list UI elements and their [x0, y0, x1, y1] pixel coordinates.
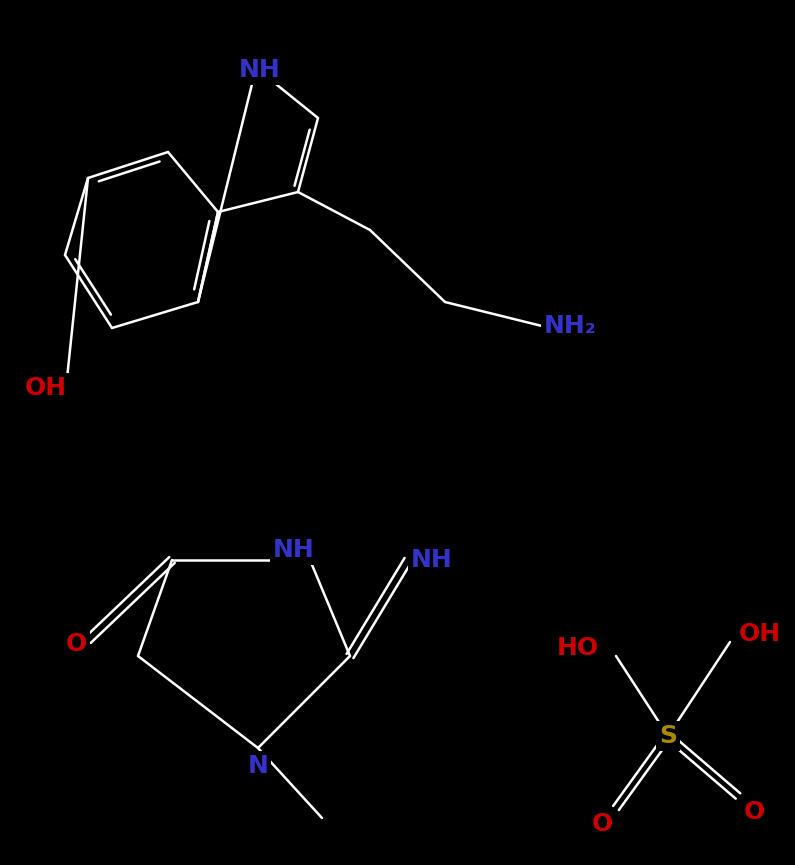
Text: NH: NH: [273, 538, 315, 562]
Text: HO: HO: [557, 636, 599, 660]
Text: S: S: [659, 724, 677, 748]
Text: NH: NH: [411, 548, 453, 572]
Text: NH₂: NH₂: [544, 314, 596, 338]
Text: OH: OH: [739, 622, 781, 646]
Text: O: O: [743, 800, 765, 824]
Text: NH: NH: [239, 58, 281, 82]
Text: OH: OH: [25, 376, 67, 400]
Text: O: O: [591, 812, 613, 836]
Text: O: O: [65, 632, 87, 656]
Text: N: N: [247, 754, 269, 778]
